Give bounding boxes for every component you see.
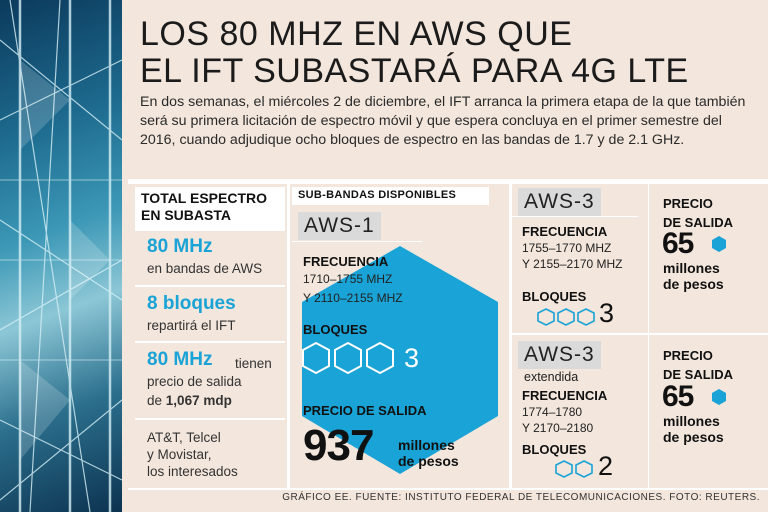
sub-bands-header: SUB-BANDAS DISPONIBLES (292, 187, 489, 205)
aws3-ext-price-value: 65 (662, 380, 694, 413)
interested-line-3: los interesados (147, 464, 238, 479)
left-divider-2 (135, 341, 285, 343)
aws3-ext-price-label-1: PRECIO (663, 348, 713, 363)
aws1-price-label: PRECIO DE SALIDA (303, 403, 427, 418)
aws1-frequency-label: FRECUENCIA (303, 254, 389, 269)
aws1-price-unit-1: millones (398, 437, 455, 453)
aws1-price-unit: millones de pesos (398, 437, 459, 469)
left-divider-3 (135, 418, 285, 420)
intro-paragraph: En dos semanas, el miércoles 2 de diciem… (140, 94, 746, 148)
aws1-blocks-label: BLOQUES (303, 322, 368, 337)
bottom-divider (128, 488, 768, 490)
aws3-divider (512, 216, 638, 217)
aws3-ext-price-unit-1: millones (663, 413, 720, 429)
total-spectrum-header-line-2: EN SUBASTA (141, 207, 231, 223)
aws1-divider (292, 241, 422, 242)
total-spectrum-header: TOTAL ESPECTRO EN SUBASTA (135, 187, 285, 231)
aws3-price-label: PRECIO DE SALIDA (663, 194, 733, 232)
aws3-frequency-2: Y 2155–2170 MHZ (522, 257, 623, 271)
aws3-ext-price-label-2: DE SALIDA (663, 367, 734, 382)
aws3-price-divider (648, 184, 649, 333)
stat-price-amount: de 1,067 mdp (147, 393, 232, 408)
aws3-ext-frequency-label: FRECUENCIA (522, 388, 608, 403)
stat-blocks-desc: repartirá el IFT (147, 318, 236, 333)
aws3-ext-price-label: PRECIO DE SALIDA (663, 346, 733, 384)
aws1-blocks-count: 3 (404, 343, 420, 373)
aws1-tag: AWS-1 (298, 212, 381, 240)
interested-line-2: y Movistar, (147, 447, 212, 462)
title-line-1: LOS 80 MHZ EN AWS QUE (140, 15, 573, 53)
stat-blocks: 8 bloques (147, 293, 236, 314)
hexagon-icon (712, 236, 726, 252)
stat-total-mhz: 80 MHz (147, 236, 213, 257)
credits: GRÁFICO EE. FUENTE: INSTITUTO FEDERAL DE… (282, 492, 760, 503)
aws3-ext-price-divider (648, 335, 649, 488)
aws3-price-label-1: PRECIO (663, 196, 713, 211)
column-divider-1 (287, 184, 290, 489)
antenna-photo (0, 0, 122, 512)
aws3-ext-frequency-2: Y 2170–2180 (522, 421, 594, 435)
aws3-ext-blocks-label: BLOQUES (522, 442, 587, 457)
title-line-2: EL IFT SUBASTARÁ PARA 4G LTE (140, 52, 689, 90)
aws1-price-unit-2: de pesos (398, 453, 459, 469)
total-spectrum-header-line-1: TOTAL ESPECTRO (141, 190, 268, 206)
aws3-blocks-hexagons (537, 308, 595, 326)
stat-total-mhz-desc: en bandas de AWS (147, 261, 263, 276)
aws3-ext-subtitle: extendida (524, 370, 579, 384)
hexagon-icon (712, 389, 726, 405)
aws1-frequency-2: Y 2110–2155 MHZ (303, 291, 403, 305)
aws3-frequency-1: 1755–1770 MHZ (522, 241, 612, 255)
aws3-blocks-count: 3 (599, 298, 615, 328)
left-divider-1 (135, 285, 285, 287)
aws1-price-value: 937 (303, 421, 374, 470)
aws3-blocks-label: BLOQUES (522, 289, 587, 304)
aws3-ext-price-unit-2: de pesos (663, 429, 724, 445)
aws3-ext-price-unit: millones de pesos (663, 413, 724, 445)
aws3-ext-frequency-1: 1774–1780 (522, 405, 583, 419)
aws3-ext-blocks-hexagons (555, 460, 593, 478)
aws1-blocks-hexagons (302, 341, 394, 375)
interested-companies: AT&T, Telcel y Movistar, los interesados (147, 429, 238, 480)
interested-line-1: AT&T, Telcel (147, 430, 221, 445)
stat-price-desc: precio de salida (147, 374, 242, 389)
aws3-ext-tag: AWS-3 (518, 341, 601, 369)
aws3-price-unit: millones de pesos (663, 260, 724, 292)
stat-price-mhz-tail: tienen (235, 356, 272, 371)
aws3-price-unit-1: millones (663, 260, 720, 276)
stat-price-prefix: de (147, 393, 163, 408)
aws3-frequency-label: FRECUENCIA (522, 224, 608, 239)
aws3-ext-blocks-count: 2 (598, 451, 614, 481)
top-divider (128, 179, 768, 184)
column-divider-2 (509, 184, 512, 489)
page-title: LOS 80 MHZ EN AWS QUE EL IFT SUBASTARÁ P… (140, 16, 760, 90)
hexagon-icon (302, 246, 498, 474)
stat-price-value: 1,067 mdp (165, 393, 232, 408)
aws3-tag: AWS-3 (518, 188, 601, 216)
aws1-frequency-1: 1710–1755 MHZ (303, 272, 393, 286)
right-row-divider (512, 333, 768, 335)
stat-price-mhz: 80 MHz (147, 349, 213, 370)
aws3-price-label-2: DE SALIDA (663, 215, 734, 230)
aws3-price-value: 65 (662, 227, 694, 260)
aws3-price-unit-2: de pesos (663, 276, 724, 292)
